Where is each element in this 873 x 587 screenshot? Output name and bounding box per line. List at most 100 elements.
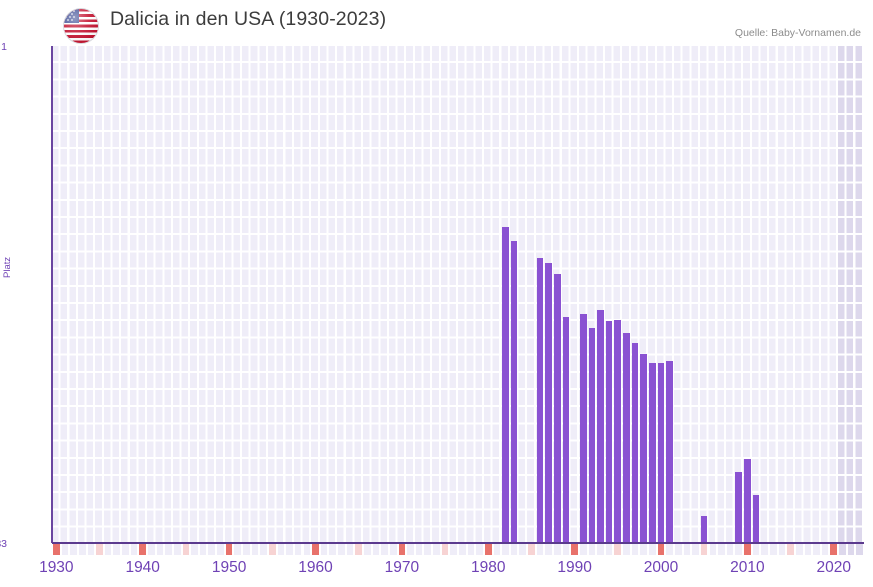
axis-marker-2011 (752, 544, 760, 555)
x-tick-1930: 1930 (39, 559, 74, 576)
page-title: Dalicia in den USA (1930-2023) (110, 8, 387, 30)
bar-2009[interactable] (735, 471, 743, 543)
chart-header: Dalicia in den USA (1930-2023) Quelle: B… (0, 0, 873, 46)
axis-marker-2010 (744, 544, 751, 555)
axis-marker-1951 (234, 544, 242, 555)
axis-marker-1975 (441, 544, 449, 555)
axis-marker-1944 (173, 544, 181, 555)
axis-marker-2002 (674, 544, 682, 555)
bar-1991[interactable] (579, 314, 587, 543)
bar-1996[interactable] (623, 333, 630, 543)
axis-marker-1992 (588, 544, 596, 555)
us-flag-icon (64, 9, 98, 43)
axis-marker-1968 (381, 544, 388, 555)
axis-marker-2006 (709, 544, 717, 555)
x-tick-1950: 1950 (211, 559, 247, 576)
axis-marker-1948 (208, 544, 216, 555)
axis-marker-1972 (415, 544, 423, 555)
bar-1988[interactable] (554, 274, 561, 543)
y-tick-17633: 17633 (0, 538, 7, 550)
axis-marker-1974 (433, 544, 440, 555)
x-tick-1940: 1940 (125, 559, 160, 576)
bar-1983[interactable] (510, 241, 518, 543)
x-axis-line (52, 542, 864, 544)
axis-marker-1961 (320, 544, 328, 555)
axis-marker-1943 (165, 544, 172, 555)
bar-1993[interactable] (597, 309, 604, 543)
axis-marker-1994 (605, 544, 613, 555)
axis-marker-1988 (554, 544, 561, 555)
bar-2011[interactable] (752, 494, 760, 543)
future-shaded-region (838, 46, 864, 543)
axis-marker-1967 (372, 544, 380, 555)
bar-2005[interactable] (700, 516, 708, 543)
x-tick-2000: 2000 (643, 559, 679, 576)
axis-marker-2014 (778, 544, 786, 555)
axis-marker-1996 (623, 544, 630, 555)
bar-1999[interactable] (649, 362, 656, 543)
axis-marker-1979 (476, 544, 483, 555)
axis-marker-1958 (294, 544, 302, 555)
axis-marker-1939 (130, 544, 138, 555)
bar-1982[interactable] (502, 227, 509, 543)
bar-1997[interactable] (631, 343, 639, 543)
bar-1989[interactable] (562, 316, 570, 543)
bar-1995[interactable] (614, 319, 622, 543)
x-tick-1960: 1960 (298, 559, 333, 576)
axis-marker-2019 (821, 544, 829, 555)
axis-marker-1965 (355, 544, 362, 555)
bar-2010[interactable] (744, 458, 751, 543)
axis-marker-2016 (795, 544, 803, 555)
axis-marker-1942 (156, 544, 164, 555)
axis-marker-1986 (536, 544, 544, 555)
axis-marker-1931 (61, 544, 69, 555)
axis-marker-1936 (104, 544, 112, 555)
below-axis-marker-strip (52, 544, 864, 555)
axis-marker-1954 (260, 544, 267, 555)
axis-marker-1966 (363, 544, 371, 555)
bar-1992[interactable] (588, 328, 596, 543)
axis-marker-1933 (78, 544, 86, 555)
axis-marker-1957 (286, 544, 293, 555)
bar-1986[interactable] (536, 258, 544, 543)
axis-marker-1982 (502, 544, 509, 555)
axis-marker-1950 (225, 544, 233, 555)
axis-marker-1949 (217, 544, 224, 555)
bar-2000[interactable] (657, 362, 665, 543)
bar-1998[interactable] (640, 354, 648, 543)
axis-marker-1971 (407, 544, 414, 555)
axis-marker-1955 (268, 544, 276, 555)
axis-marker-2021 (839, 544, 846, 555)
axis-marker-1930 (53, 544, 60, 555)
x-tick-2020: 2020 (816, 559, 852, 576)
axis-marker-1991 (579, 544, 587, 555)
axis-marker-2005 (700, 544, 708, 555)
x-tick-1990: 1990 (557, 559, 592, 576)
x-tick-1980: 1980 (470, 559, 506, 576)
axis-marker-1993 (597, 544, 604, 555)
axis-marker-1940 (139, 544, 146, 555)
axis-marker-2022 (847, 544, 855, 555)
bar-1987[interactable] (545, 262, 552, 543)
axis-marker-2003 (683, 544, 691, 555)
axis-marker-1995 (614, 544, 622, 555)
axis-marker-1960 (312, 544, 319, 555)
y-axis-title: Platz (2, 256, 13, 278)
axis-marker-2018 (813, 544, 820, 555)
axis-marker-1969 (389, 544, 397, 555)
axis-marker-1947 (199, 544, 207, 555)
bar-1994[interactable] (605, 321, 613, 543)
axis-marker-2023 (856, 544, 863, 555)
axis-marker-2012 (761, 544, 768, 555)
axis-marker-2009 (735, 544, 743, 555)
bar-2001[interactable] (666, 360, 673, 543)
axis-marker-1970 (398, 544, 406, 555)
axis-marker-1953 (251, 544, 259, 555)
axis-marker-1990 (571, 544, 578, 555)
axis-marker-2015 (787, 544, 794, 555)
axis-marker-1987 (545, 544, 552, 555)
axis-marker-2001 (666, 544, 673, 555)
plot-area (52, 46, 864, 543)
axis-marker-1959 (303, 544, 311, 555)
